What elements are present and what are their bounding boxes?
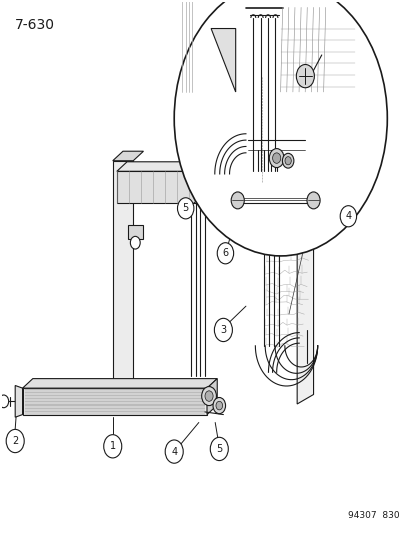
Circle shape — [339, 206, 356, 227]
Polygon shape — [116, 162, 307, 171]
Circle shape — [272, 153, 280, 163]
Circle shape — [204, 391, 213, 401]
Circle shape — [249, 227, 262, 243]
Text: 94307  830: 94307 830 — [347, 511, 399, 520]
Text: 7-630: 7-630 — [14, 18, 54, 32]
Circle shape — [217, 243, 233, 264]
Circle shape — [174, 0, 387, 256]
Circle shape — [284, 157, 291, 165]
Text: 6: 6 — [222, 248, 228, 259]
Text: 4: 4 — [344, 211, 351, 221]
Text: 5: 5 — [182, 203, 188, 213]
Polygon shape — [112, 161, 133, 399]
Text: 5: 5 — [216, 444, 222, 454]
Text: 4: 4 — [171, 447, 177, 457]
Polygon shape — [297, 162, 307, 203]
Polygon shape — [112, 151, 143, 161]
Text: 1: 1 — [109, 441, 116, 451]
Polygon shape — [116, 171, 297, 203]
Circle shape — [230, 192, 244, 209]
Circle shape — [214, 318, 232, 342]
Circle shape — [213, 398, 225, 414]
Circle shape — [241, 205, 254, 222]
Circle shape — [244, 209, 251, 218]
Circle shape — [6, 430, 24, 453]
Circle shape — [177, 198, 193, 219]
Text: 2: 2 — [12, 436, 18, 446]
Circle shape — [210, 437, 228, 461]
Polygon shape — [211, 29, 235, 92]
Polygon shape — [128, 225, 142, 239]
Circle shape — [201, 386, 216, 406]
Circle shape — [216, 401, 222, 410]
Circle shape — [165, 440, 183, 463]
Text: 3: 3 — [220, 325, 226, 335]
Circle shape — [268, 149, 283, 167]
Polygon shape — [206, 378, 217, 415]
Polygon shape — [297, 162, 313, 404]
Circle shape — [306, 192, 319, 209]
Circle shape — [104, 435, 121, 458]
Circle shape — [0, 395, 9, 408]
Polygon shape — [23, 378, 217, 388]
Polygon shape — [15, 385, 23, 417]
Polygon shape — [23, 388, 206, 415]
Circle shape — [130, 236, 140, 249]
Circle shape — [252, 231, 259, 239]
Circle shape — [296, 64, 313, 88]
Circle shape — [282, 154, 293, 168]
